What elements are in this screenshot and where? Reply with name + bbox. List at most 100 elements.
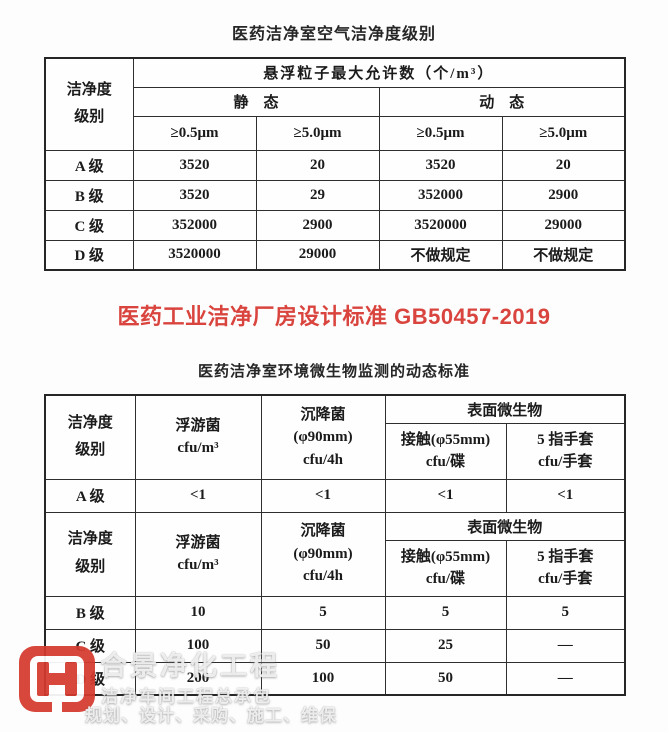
table-cell: 352000 — [132, 209, 257, 241]
particles-header-cell: 悬浮粒子最大允许数（个/m³） — [132, 57, 626, 88]
col-header: ≥5.0μm — [255, 115, 380, 151]
table-cell: 20 — [501, 149, 626, 181]
table-row: 静 态 动 态 — [45, 86, 626, 117]
table-cell: <1 — [134, 478, 262, 513]
level-header-line1: 洁净度 — [67, 531, 113, 548]
level-header-cell: 洁净度 级别 — [44, 511, 136, 597]
glove-line2: cfu/手套 — [538, 454, 593, 470]
table-row: D 级 3520000 29000 不做规定 不做规定 — [44, 239, 626, 271]
row-label: B 级 — [44, 179, 134, 211]
table-cell: 100 — [260, 661, 386, 696]
row-label: B 级 — [44, 595, 136, 630]
table-row: 洁净度 级别 悬浮粒子最大允许数（个/m³） — [44, 57, 626, 151]
settling-line1: 沉降菌 — [300, 406, 346, 423]
level-header-line2: 级别 — [75, 442, 106, 459]
row-label: C 级 — [44, 209, 134, 241]
table-cell: 5 — [505, 595, 626, 630]
table-cell: 3520000 — [132, 239, 257, 271]
level-header-line2: 级别 — [75, 559, 106, 575]
table-row: 接触(φ55mm) cfu/碟 5 指手套 cfu/手套 — [45, 422, 626, 480]
airborne-header-cell: 浮游菌 cfu/m³ — [134, 394, 262, 480]
table-cell: 10 — [134, 595, 262, 630]
microbe-table-title: 医药洁净室环境微生物监测的动态标准 — [197, 363, 470, 380]
surface-header-cell: 表面微生物 — [384, 394, 626, 424]
table-cell: 3520 — [132, 149, 257, 181]
row-label: D 级 — [44, 239, 134, 271]
table-cell: 20 — [255, 149, 380, 181]
company-logo-icon — [19, 646, 95, 713]
table-cell: 50 — [384, 661, 507, 696]
airborne-line1: 浮游菌 — [175, 417, 221, 434]
contact-header-cell: 接触(φ55mm) cfu/碟 — [384, 539, 507, 597]
col-header: ≥0.5μm — [378, 115, 503, 151]
airborne-header-cell: 浮游菌 cfu/m³ — [134, 511, 262, 597]
table-cell: 2900 — [255, 209, 380, 241]
row-label: A 级 — [44, 478, 136, 513]
contact-line1: 接触(φ55mm) — [400, 431, 491, 448]
settling-line3: cfu/4h — [302, 451, 343, 468]
table-cell: 29000 — [501, 209, 626, 241]
level-header-cell: 洁净度 级别 — [44, 57, 134, 151]
settling-header-cell: 沉降菌 (φ90mm) cfu/4h — [260, 394, 386, 480]
design-standard-title: 医药工业洁净厂房设计标准 GB50457-2019 — [117, 304, 551, 329]
level-header-line2: 级别 — [74, 109, 105, 126]
table-row: 洁净度 级别 浮游菌 cfu/m³ 沉降菌 (φ90mm) cfu/4h 表面微… — [44, 511, 626, 597]
glove-line2: cfu/手套 — [538, 571, 593, 587]
level-header-line1: 洁净度 — [66, 81, 112, 98]
table-cell: 3520 — [378, 149, 503, 181]
table-cell: — — [505, 628, 626, 663]
table-cell: 5 — [384, 595, 507, 630]
table-row: C 级 352000 2900 3520000 29000 — [44, 209, 626, 241]
row-label: A 级 — [44, 149, 134, 181]
table-cell: 29 — [255, 179, 380, 211]
settling-line1: 沉降菌 — [300, 523, 346, 540]
settling-header-cell: 沉降菌 (φ90mm) cfu/4h — [260, 511, 386, 597]
table-cell: 25 — [384, 628, 507, 663]
static-header-cell: 静 态 — [132, 86, 380, 117]
col-header: ≥5.0μm — [501, 115, 626, 151]
contact-header-cell: 接触(φ55mm) cfu/碟 — [384, 422, 507, 480]
microbe-table: 洁净度 级别 浮游菌 cfu/m³ 沉降菌 (φ90mm) cfu/4h 表面微… — [44, 394, 627, 696]
table-cell: <1 — [505, 478, 626, 513]
glove-header-cell: 5 指手套 cfu/手套 — [505, 539, 626, 597]
col-header: ≥0.5μm — [132, 115, 257, 151]
table-cell: 200 — [134, 661, 262, 696]
table-cell: 3520000 — [378, 209, 503, 241]
settling-line3: cfu/4h — [302, 568, 343, 585]
settling-line2: (φ90mm) — [293, 429, 353, 445]
glove-header-cell: 5 指手套 cfu/手套 — [505, 422, 626, 480]
table-cell: 2900 — [501, 179, 626, 211]
watermark-services: 规划、设计、采购、施工、维保 — [85, 706, 337, 725]
settling-line2: (φ90mm) — [293, 545, 353, 562]
contact-line2: cfu/碟 — [425, 454, 466, 470]
table-row: A 级 3520 20 3520 20 — [44, 149, 626, 181]
airborne-line1: 浮游菌 — [175, 534, 221, 551]
level-header-line1: 洁净度 — [67, 414, 113, 431]
table-cell: 3520 — [132, 179, 257, 211]
table-cell: 不做规定 — [501, 239, 626, 271]
particle-table: 洁净度 级别 悬浮粒子最大允许数（个/m³） 静 态 动 态 ≥0.5μm ≥5… — [44, 57, 627, 271]
contact-line1: 接触(φ55mm) — [400, 548, 491, 565]
table-row: 洁净度 级别 浮游菌 cfu/m³ 沉降菌 (φ90mm) cfu/4h 表面微… — [44, 394, 626, 480]
table-row: A 级 <1 <1 <1 <1 — [44, 478, 626, 513]
level-header-cell: 洁净度 级别 — [44, 394, 136, 480]
surface-header-cell: 表面微生物 — [384, 511, 626, 541]
glove-line1: 5 指手套 — [537, 548, 594, 565]
airborne-line2: cfu/m³ — [177, 440, 219, 457]
table-cell: — — [505, 661, 626, 696]
glove-line1: 5 指手套 — [537, 431, 594, 448]
table-cell: 352000 — [378, 179, 503, 211]
table-row: B 级 10 5 5 5 — [44, 595, 626, 630]
airborne-line2: cfu/m³ — [177, 557, 219, 573]
table-cell: 50 — [260, 628, 386, 663]
table-cell: 不做规定 — [378, 239, 503, 271]
dynamic-header-cell: 动 态 — [378, 86, 626, 117]
table-cell: <1 — [384, 478, 507, 513]
table-cell: 29000 — [255, 239, 380, 271]
table-cell: 5 — [260, 595, 386, 630]
watermark-company-name: 合景净化工程 — [100, 651, 280, 681]
table-cell: <1 — [260, 478, 386, 513]
table-row: ≥0.5μm ≥5.0μm ≥0.5μm ≥5.0μm — [45, 115, 626, 151]
table-row: B 级 3520 29 352000 2900 — [44, 179, 626, 211]
